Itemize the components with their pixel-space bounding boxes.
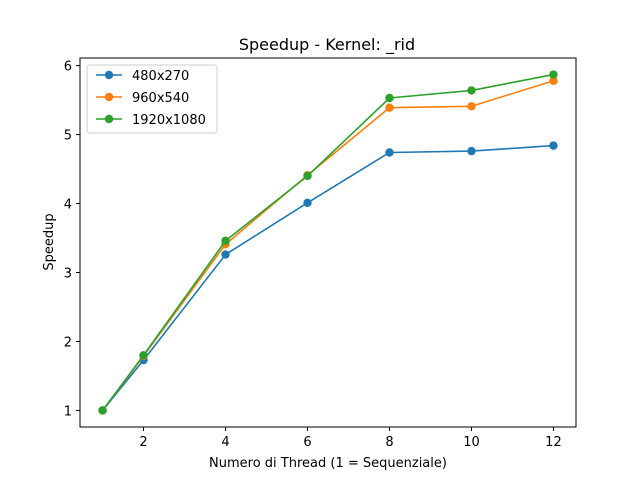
legend-item: 1920x1080 — [96, 113, 206, 128]
series-layer — [98, 70, 558, 415]
y-tick-label: 3 — [64, 267, 72, 282]
series-1920x1080 — [98, 70, 558, 415]
data-point — [221, 236, 230, 245]
y-axis-label: Speedup — [42, 213, 57, 270]
y-tick-label: 4 — [64, 198, 72, 213]
legend: 480x270 960x540 1920x1080 — [86, 64, 218, 134]
data-point — [467, 86, 476, 95]
legend-box — [86, 64, 218, 134]
x-axis-label: Numero di Thread (1 = Sequenziale) — [209, 456, 447, 471]
x-tick-label: 12 — [545, 435, 562, 450]
x-tick-label: 10 — [463, 435, 480, 450]
data-point — [549, 76, 558, 85]
legend-item: 960x540 — [96, 91, 189, 106]
x-tick-label: 2 — [139, 435, 147, 450]
data-point — [303, 171, 312, 181]
y-tick-label: 5 — [64, 129, 72, 144]
legend-label: 480x270 — [132, 69, 189, 84]
y-axis-ticks: 1 2 3 4 5 6 — [64, 60, 80, 419]
y-tick-label: 2 — [64, 335, 72, 350]
data-point — [303, 198, 312, 208]
data-point — [385, 93, 394, 103]
legend-label: 1920x1080 — [132, 113, 206, 128]
legend-swatch-marker — [104, 114, 114, 124]
legend-swatch-marker — [104, 70, 114, 80]
data-point — [98, 406, 107, 415]
y-tick-label: 1 — [64, 404, 72, 419]
legend-label: 960x540 — [132, 91, 189, 106]
legend-item: 480x270 — [96, 69, 189, 84]
chart-title: Speedup - Kernel: _rid — [239, 35, 415, 55]
x-tick-label: 8 — [385, 435, 393, 450]
data-point — [467, 146, 476, 156]
data-point — [467, 102, 476, 111]
data-point — [549, 141, 558, 150]
x-tick-label: 6 — [303, 435, 311, 450]
data-point — [385, 148, 394, 157]
data-point — [385, 103, 394, 112]
x-axis-ticks: 2 4 6 8 10 12 — [139, 427, 562, 450]
data-point — [139, 351, 148, 360]
y-tick-label: 6 — [64, 60, 72, 75]
legend-swatch-marker — [104, 92, 114, 102]
x-tick-label: 4 — [221, 435, 229, 450]
plot-frame — [79, 57, 577, 428]
data-point — [549, 70, 558, 79]
data-point — [221, 250, 230, 259]
